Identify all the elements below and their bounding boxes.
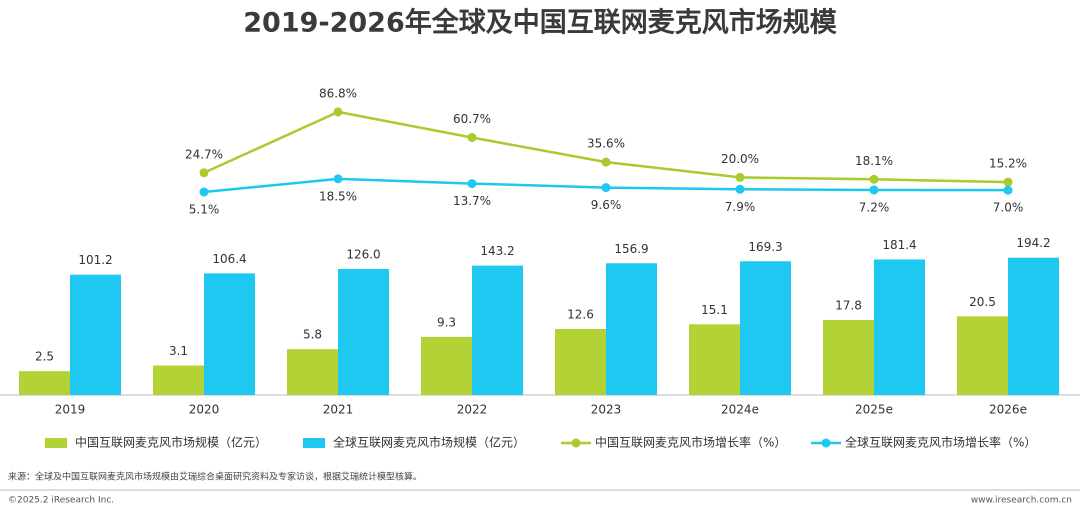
line-value-label: 18.5% (319, 189, 357, 203)
legend-label: 全球互联网麦克风市场增长率（%） (845, 435, 1036, 450)
line-point (333, 174, 343, 184)
bar-value-label: 106.4 (212, 252, 246, 266)
legend-label: 全球互联网麦克风市场规模（亿元） (333, 435, 525, 450)
bar-value-label: 9.3 (437, 315, 456, 329)
line-value-label: 13.7% (453, 194, 491, 208)
legend-swatch (571, 438, 581, 448)
line-point (601, 157, 611, 167)
footer-left: ©2025.2 iResearch Inc. (8, 496, 114, 506)
bar (555, 328, 606, 395)
bar (421, 336, 472, 395)
bar (153, 365, 204, 395)
bar (472, 265, 523, 395)
bar (19, 371, 70, 395)
bar-value-label: 12.6 (567, 307, 594, 321)
bar (338, 268, 389, 395)
legend-label: 中国互联网麦克风市场规模（亿元） (75, 435, 267, 450)
line-point (869, 174, 879, 184)
line-value-label: 35.6% (587, 137, 625, 151)
bar (204, 273, 255, 395)
chart-title: 2019-2026年全球及中国互联网麦克风市场规模 (243, 7, 837, 39)
bar-value-label: 20.5 (969, 295, 996, 309)
line-value-label: 5.1% (189, 203, 220, 217)
bar-value-label: 169.3 (748, 240, 782, 254)
bar-value-label: 15.1 (701, 303, 728, 317)
bar-value-label: 126.0 (346, 247, 380, 261)
line-value-label: 24.7% (185, 147, 223, 161)
x-tick-label: 2022 (457, 403, 488, 417)
legend-swatch (821, 438, 831, 448)
line-point (199, 187, 209, 197)
line-value-label: 60.7% (453, 112, 491, 126)
line-value-label: 18.1% (855, 154, 893, 168)
bar-value-label: 101.2 (78, 253, 112, 267)
line-value-label: 20.0% (721, 152, 759, 166)
legend-swatch (45, 438, 67, 448)
x-tick-label: 2019 (55, 403, 86, 417)
bar-value-label: 156.9 (614, 242, 648, 256)
bar-value-label: 17.8 (835, 298, 862, 312)
line-value-label: 15.2% (989, 157, 1027, 171)
legend-swatch (303, 438, 325, 448)
bar (70, 274, 121, 395)
bar-value-label: 3.1 (169, 344, 188, 358)
x-tick-label: 2021 (323, 403, 354, 417)
bar (740, 261, 791, 395)
footer-right: www.iresearch.com.cn (971, 496, 1072, 506)
bar (287, 349, 338, 395)
x-tick-label: 2024e (721, 403, 759, 417)
bar (689, 324, 740, 395)
line-point (333, 107, 343, 117)
bar (606, 263, 657, 395)
line-value-label: 7.2% (859, 200, 890, 214)
legend-label: 中国互联网麦克风市场增长率（%） (595, 435, 786, 450)
line-point (735, 184, 745, 194)
line-value-label: 86.8% (319, 86, 357, 100)
bar (1008, 257, 1059, 395)
x-tick-label: 2020 (189, 403, 220, 417)
bar (874, 259, 925, 395)
x-tick-label: 2025e (855, 403, 893, 417)
bar-value-label: 143.2 (480, 244, 514, 258)
line-value-label: 7.9% (725, 200, 756, 214)
line-point (467, 133, 477, 143)
x-tick-label: 2026e (989, 403, 1027, 417)
line-point (735, 172, 745, 182)
bar-value-label: 2.5 (35, 350, 54, 364)
bar (823, 319, 874, 395)
line-point (869, 185, 879, 195)
bar (957, 316, 1008, 395)
line-value-label: 7.0% (993, 201, 1024, 215)
bar-value-label: 5.8 (303, 328, 322, 342)
line-point (1003, 177, 1013, 187)
bar-value-label: 181.4 (882, 238, 916, 252)
source-note: 来源：全球及中国互联网麦克风市场规模由艾瑞综合桌面研究资料及专家访谈，根据艾瑞统… (8, 471, 422, 483)
x-tick-label: 2023 (591, 403, 622, 417)
line-point (601, 183, 611, 193)
line-point (199, 168, 209, 178)
bar-value-label: 194.2 (1016, 236, 1050, 250)
line-value-label: 9.6% (591, 198, 622, 212)
line-point (1003, 185, 1013, 195)
line-point (467, 179, 477, 189)
